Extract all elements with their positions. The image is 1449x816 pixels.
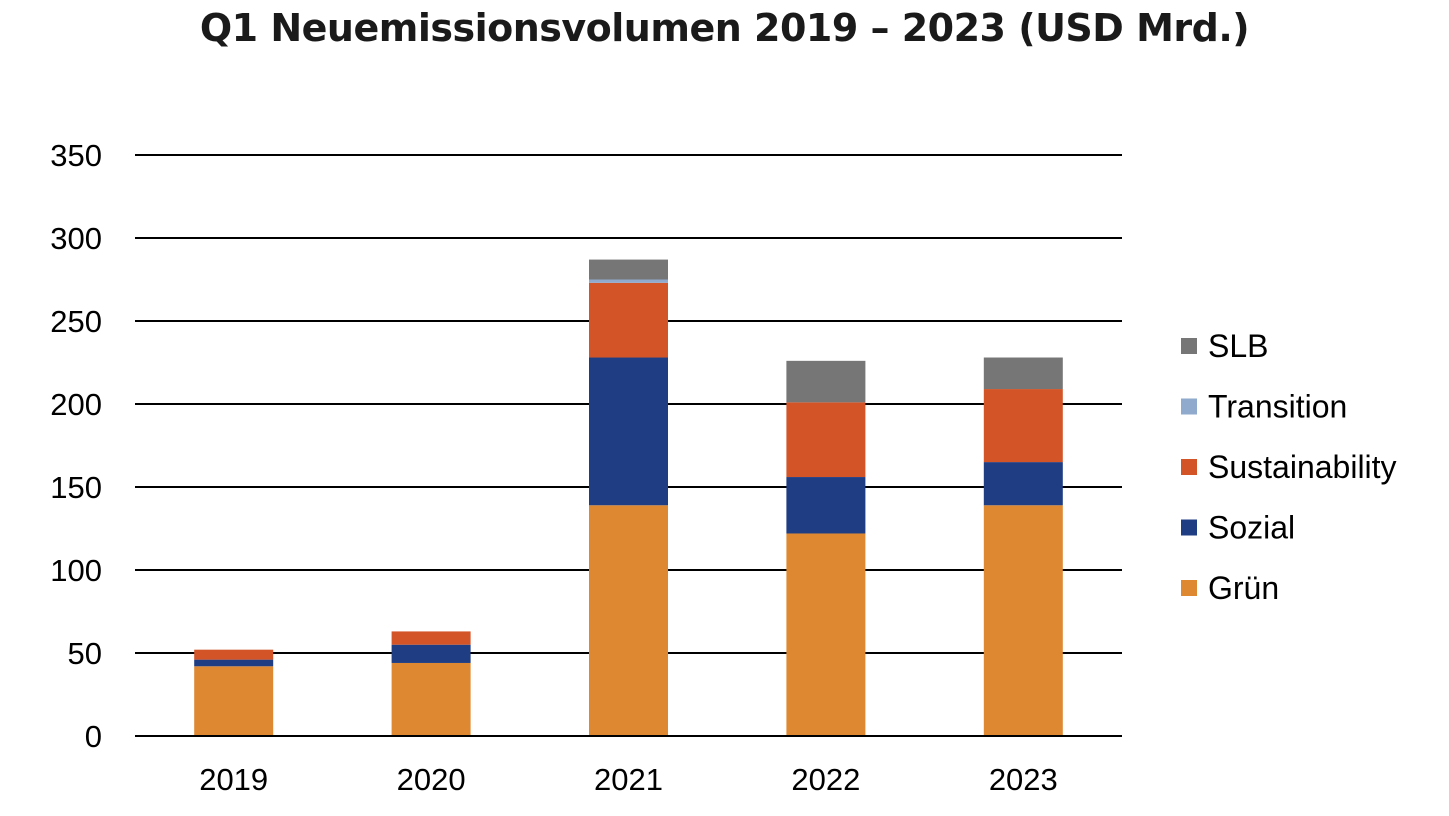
y-tick-label-50: 50 xyxy=(68,636,102,671)
legend-label-sozial: Sozial xyxy=(1208,510,1295,546)
x-tick-label-2021: 2021 xyxy=(594,762,663,797)
bar-2019-sustainability xyxy=(194,649,274,660)
legend-label-slb: SLB xyxy=(1208,328,1268,364)
bar-2021-slb xyxy=(589,259,668,280)
bar-2023-slb xyxy=(983,357,1063,390)
y-tick-label-150: 150 xyxy=(50,470,102,505)
legend-label-gr-n: Grün xyxy=(1208,570,1279,606)
bar-2022-gr-n xyxy=(786,533,866,736)
y-tick-label-100: 100 xyxy=(50,553,102,588)
x-tick-label-2019: 2019 xyxy=(199,762,268,797)
chart-title: Q1 Neuemissionsvolumen 2019 – 2023 (USD … xyxy=(199,6,1250,50)
y-tick-label-0: 0 xyxy=(85,719,102,754)
y-tick-label-300: 300 xyxy=(50,221,102,256)
legend-swatch-sozial xyxy=(1181,519,1197,536)
legend-label-sustainability: Sustainability xyxy=(1208,449,1397,485)
x-tick-label-2023: 2023 xyxy=(989,762,1058,797)
x-axis-tick-labels: 2019 2020 2021 2022 2023 xyxy=(199,762,1058,797)
bar-2021-sozial xyxy=(589,357,668,506)
y-tick-label-200: 200 xyxy=(50,387,102,422)
bar-2023-gr-n xyxy=(983,505,1063,736)
y-axis-tick-labels: 0 50 100 150 200 250 300 350 xyxy=(50,138,102,754)
y-tick-label-250: 250 xyxy=(50,304,102,339)
legend: SLB Transition Sustainability Sozial Grün xyxy=(1181,328,1397,606)
legend-swatch-slb xyxy=(1181,338,1197,354)
bar-2022-slb xyxy=(786,360,866,403)
bar-2021-gr-n xyxy=(589,505,668,736)
bar-2023-sustainability xyxy=(983,389,1063,463)
y-tick-label-350: 350 xyxy=(50,138,102,173)
legend-swatch-sustainability xyxy=(1181,459,1197,475)
bar-2020-sustainability xyxy=(391,631,471,645)
legend-swatch-transition xyxy=(1181,398,1197,415)
bar-2020-sozial xyxy=(391,644,471,663)
bar-2020-gr-n xyxy=(391,662,471,736)
bar-2021-sustainability xyxy=(589,282,668,358)
bar-2019-gr-n xyxy=(194,666,274,736)
x-tick-label-2020: 2020 xyxy=(397,762,466,797)
bar-2019-sozial xyxy=(194,659,274,667)
bar-2022-sustainability xyxy=(786,402,866,478)
bar-2023-sozial xyxy=(983,462,1063,506)
bars xyxy=(135,259,1122,737)
legend-label-transition: Transition xyxy=(1208,389,1347,425)
x-tick-label-2022: 2022 xyxy=(791,762,860,797)
legend-swatch-gr-n xyxy=(1181,580,1197,596)
bar-2022-sozial xyxy=(786,477,866,534)
bar-2021-transition xyxy=(589,279,668,283)
